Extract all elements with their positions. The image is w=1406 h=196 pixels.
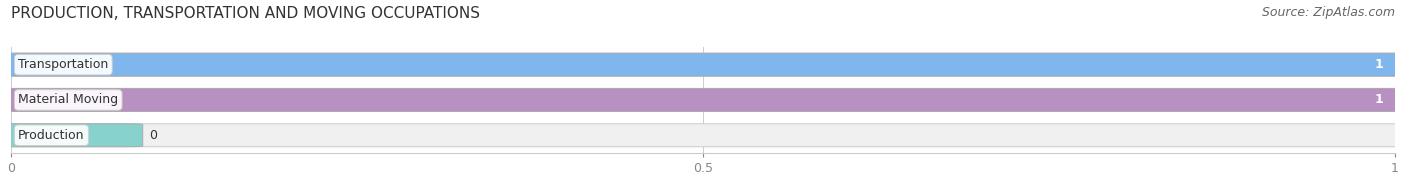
FancyBboxPatch shape — [0, 53, 1406, 76]
Text: PRODUCTION, TRANSPORTATION AND MOVING OCCUPATIONS: PRODUCTION, TRANSPORTATION AND MOVING OC… — [11, 6, 481, 21]
Text: 1: 1 — [1375, 93, 1384, 106]
Text: Production: Production — [18, 129, 84, 142]
Text: Transportation: Transportation — [18, 58, 108, 71]
Text: Source: ZipAtlas.com: Source: ZipAtlas.com — [1261, 6, 1395, 19]
FancyBboxPatch shape — [0, 89, 1406, 111]
FancyBboxPatch shape — [0, 89, 1406, 111]
FancyBboxPatch shape — [0, 53, 1406, 76]
Text: 0: 0 — [149, 129, 157, 142]
Text: Material Moving: Material Moving — [18, 93, 118, 106]
FancyBboxPatch shape — [0, 124, 1406, 147]
FancyBboxPatch shape — [0, 124, 142, 147]
Text: 1: 1 — [1375, 58, 1384, 71]
